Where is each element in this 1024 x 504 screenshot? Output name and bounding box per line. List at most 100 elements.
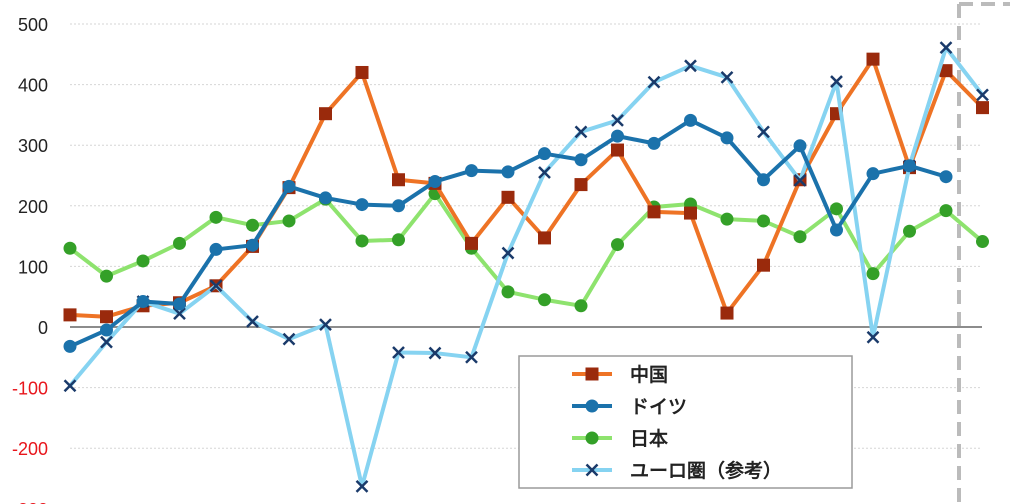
data-point — [976, 235, 989, 249]
data-point — [100, 269, 113, 283]
data-point — [684, 59, 697, 73]
data-point — [793, 230, 807, 244]
data-point — [355, 198, 369, 212]
series-ユーロ圏-参考- — [63, 41, 989, 493]
data-point — [173, 297, 186, 311]
data-point-stroke — [939, 41, 953, 55]
legend-item-ユーロ圏-参考-: ユーロ圏（参考） — [572, 459, 782, 482]
data-point-stroke — [63, 379, 77, 393]
data-point — [246, 315, 259, 328]
data-point — [100, 310, 113, 324]
data-point-stroke — [319, 318, 332, 331]
data-point — [574, 299, 588, 313]
data-point — [720, 212, 734, 226]
data-point — [209, 210, 223, 224]
data-point — [392, 173, 405, 187]
data-point — [866, 267, 880, 281]
data-point-stroke — [538, 166, 551, 179]
data-point — [501, 165, 515, 179]
legend-label: 日本 — [630, 427, 668, 450]
data-point — [392, 199, 405, 213]
data-point — [720, 306, 734, 320]
legend-item-日本: 日本 — [572, 427, 668, 450]
data-point-stroke — [209, 279, 223, 293]
data-point — [538, 147, 551, 161]
data-point-stroke — [574, 125, 588, 139]
data-point-stroke — [173, 307, 186, 321]
data-point — [282, 214, 296, 228]
data-point — [538, 293, 551, 307]
data-point — [282, 332, 296, 346]
data-point — [319, 191, 332, 205]
data-point-stroke — [246, 315, 259, 328]
data-point — [684, 113, 697, 127]
data-point — [392, 346, 405, 359]
data-point — [136, 254, 150, 268]
data-point — [611, 113, 624, 127]
data-point — [830, 75, 843, 88]
data-point — [63, 308, 77, 322]
data-point — [647, 75, 661, 89]
data-point-stroke — [465, 350, 478, 364]
data-point-stroke — [501, 246, 515, 260]
data-point — [757, 173, 770, 187]
data-point — [136, 295, 150, 309]
data-point-stroke — [976, 88, 989, 102]
data-point — [100, 335, 113, 349]
data-point — [611, 129, 624, 143]
data-point — [465, 350, 478, 364]
data-point — [903, 159, 916, 173]
data-point — [647, 136, 661, 150]
data-point — [538, 166, 551, 179]
data-point — [585, 367, 599, 381]
data-point — [976, 101, 989, 115]
data-point — [574, 125, 588, 139]
data-point — [903, 224, 916, 238]
data-point — [939, 204, 953, 218]
y-tick-label: 400 — [18, 76, 48, 96]
data-point — [976, 88, 989, 102]
data-point — [611, 238, 624, 252]
data-point — [793, 139, 807, 153]
data-point — [246, 238, 259, 252]
y-tick-label: 200 — [18, 197, 48, 217]
data-point — [355, 234, 369, 248]
series-ドイツ — [63, 113, 953, 353]
data-point — [574, 153, 588, 167]
data-point — [319, 318, 332, 331]
legend-label: ユーロ圏（参考） — [630, 459, 782, 482]
data-point-stroke — [757, 125, 770, 139]
data-point — [173, 307, 186, 321]
y-tick-label: -100 — [12, 379, 48, 399]
data-point — [574, 178, 588, 192]
data-point — [63, 241, 77, 255]
data-point — [830, 223, 843, 237]
y-tick-label: -200 — [12, 439, 48, 459]
data-point-stroke — [585, 463, 599, 477]
data-point — [428, 346, 442, 360]
legend-label: ドイツ — [630, 396, 687, 418]
data-point — [63, 339, 77, 353]
y-tick-label: 500 — [18, 15, 48, 35]
data-point-stroke — [428, 346, 442, 360]
data-point — [757, 258, 770, 272]
legend-label: 中国 — [630, 363, 668, 386]
data-point — [939, 170, 953, 184]
data-point — [63, 379, 77, 393]
data-point — [282, 179, 296, 193]
data-point — [757, 214, 770, 228]
data-point — [939, 41, 953, 55]
data-point — [720, 131, 734, 145]
data-point-stroke — [830, 75, 843, 88]
data-point — [585, 431, 599, 445]
y-tick-label: 100 — [18, 257, 48, 277]
legend-item-中国: 中国 — [572, 363, 668, 386]
data-point — [647, 205, 661, 219]
data-point-stroke — [866, 330, 880, 344]
data-point-stroke — [684, 59, 697, 73]
data-point — [866, 52, 880, 66]
y-tick-label: -300 — [12, 500, 48, 504]
data-point — [465, 164, 478, 178]
data-point-stroke — [647, 75, 661, 89]
